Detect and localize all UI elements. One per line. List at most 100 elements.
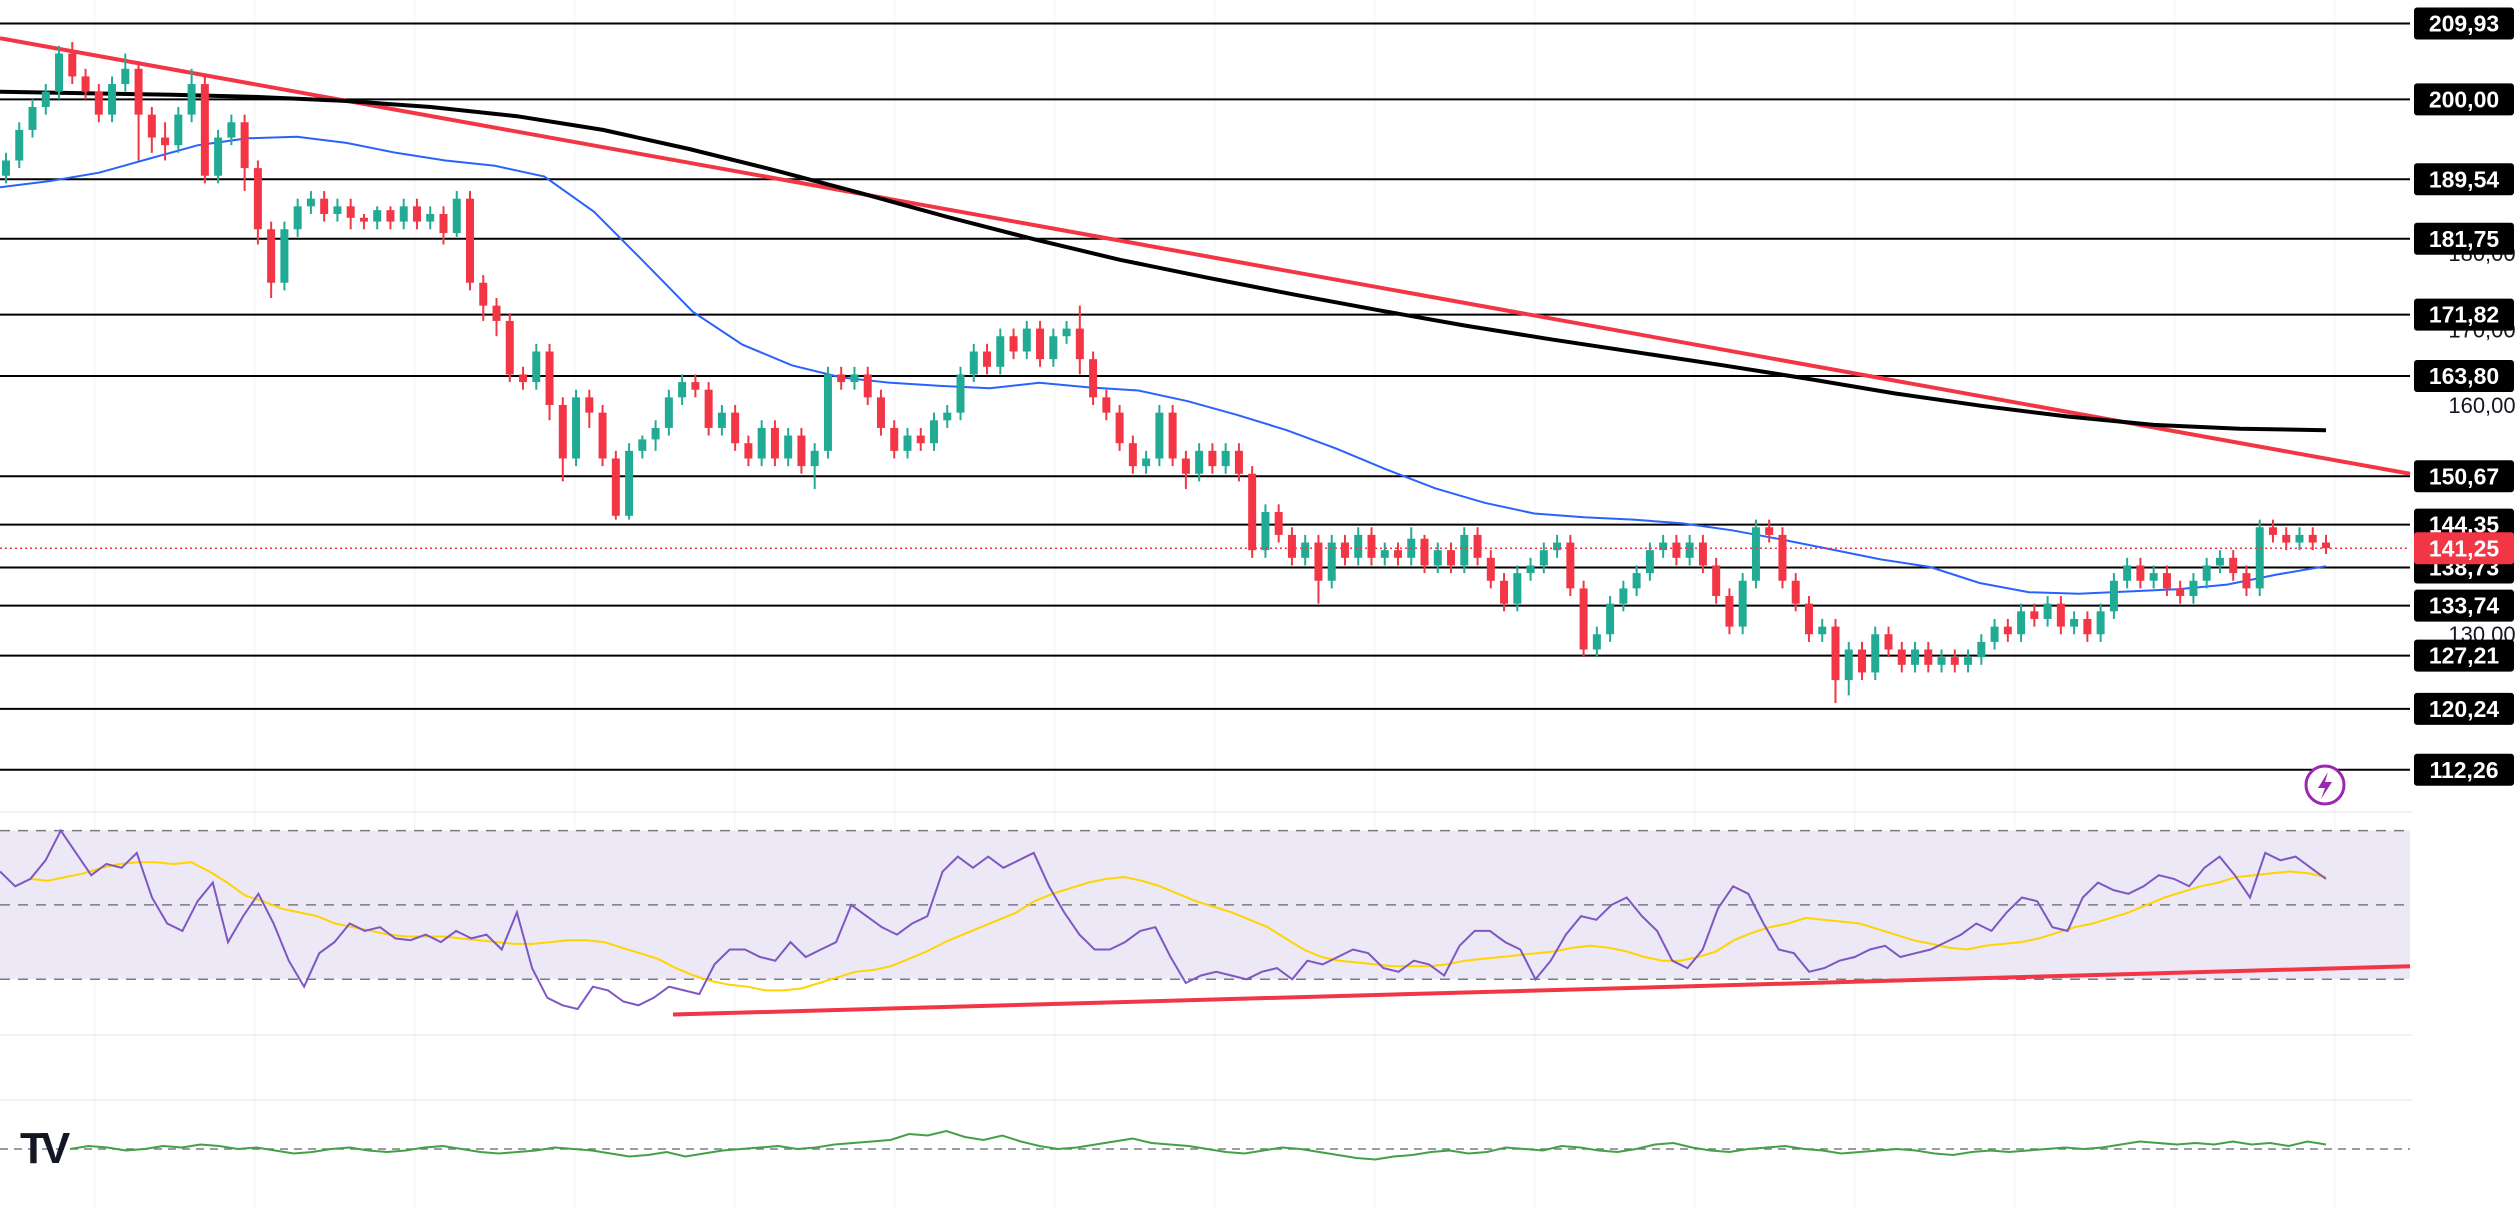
candle[interactable] xyxy=(1606,596,1615,642)
candle[interactable] xyxy=(823,366,832,459)
level-price-tag[interactable]: 133,74 xyxy=(2414,589,2514,622)
candle[interactable] xyxy=(1791,573,1800,612)
candle[interactable] xyxy=(214,129,223,184)
candle[interactable] xyxy=(1142,450,1151,474)
candle[interactable] xyxy=(585,389,594,428)
candle[interactable] xyxy=(651,420,660,451)
level-price-tag[interactable]: 120,24 xyxy=(2414,692,2514,725)
slow-moving-average-line[interactable] xyxy=(0,89,2327,433)
candle[interactable] xyxy=(678,374,687,405)
candle[interactable] xyxy=(1844,641,1853,696)
candle[interactable] xyxy=(187,68,196,123)
candle[interactable] xyxy=(1725,588,1734,635)
candle[interactable] xyxy=(2149,565,2158,589)
candle[interactable] xyxy=(717,405,726,436)
candle[interactable] xyxy=(757,420,766,467)
candle[interactable] xyxy=(2136,557,2145,589)
candle[interactable] xyxy=(2176,580,2185,604)
candle[interactable] xyxy=(386,206,395,230)
candle[interactable] xyxy=(996,328,1005,375)
candle[interactable] xyxy=(1022,320,1031,360)
candle[interactable] xyxy=(346,198,355,230)
candle[interactable] xyxy=(452,191,461,237)
candle[interactable] xyxy=(240,114,249,192)
candle[interactable] xyxy=(28,99,37,138)
candle[interactable] xyxy=(903,427,912,459)
candle[interactable] xyxy=(1208,443,1217,474)
candle[interactable] xyxy=(333,198,342,222)
candle[interactable] xyxy=(1804,596,1813,642)
candle[interactable] xyxy=(532,343,541,390)
rsi-line[interactable] xyxy=(0,828,2327,1011)
candle[interactable] xyxy=(1592,626,1601,658)
candle[interactable] xyxy=(134,61,143,161)
candle[interactable] xyxy=(1301,534,1310,566)
candle[interactable] xyxy=(227,114,236,146)
candle[interactable] xyxy=(1367,527,1376,566)
candle[interactable] xyxy=(412,198,421,230)
candle[interactable] xyxy=(2030,603,2039,627)
level-price-tag[interactable]: 150,67 xyxy=(2414,460,2514,493)
level-price-tag[interactable]: 171,82 xyxy=(2414,298,2514,331)
candle[interactable] xyxy=(68,42,77,85)
candle[interactable] xyxy=(1526,557,1535,581)
candle[interactable] xyxy=(1075,305,1084,375)
level-price-tag[interactable]: 189,54 xyxy=(2414,163,2514,196)
candle[interactable] xyxy=(1619,580,1628,612)
price-pane[interactable] xyxy=(0,0,2411,1207)
candle[interactable] xyxy=(1195,443,1204,482)
candle[interactable] xyxy=(1009,328,1018,360)
candle[interactable] xyxy=(1566,534,1575,597)
candle[interactable] xyxy=(1911,641,1920,673)
candle[interactable] xyxy=(94,84,103,123)
candle[interactable] xyxy=(1500,573,1509,612)
candle[interactable] xyxy=(1460,527,1469,574)
candle[interactable] xyxy=(1102,389,1111,421)
candle[interactable] xyxy=(2268,519,2277,543)
candle[interactable] xyxy=(1433,542,1442,574)
candle[interactable] xyxy=(306,191,315,214)
candle[interactable] xyxy=(505,313,514,383)
candle[interactable] xyxy=(1420,534,1429,574)
candle[interactable] xyxy=(41,84,50,115)
candle[interactable] xyxy=(1884,626,1893,658)
candle[interactable] xyxy=(1327,534,1336,589)
candle[interactable] xyxy=(320,191,329,222)
candle[interactable] xyxy=(956,366,965,421)
candle[interactable] xyxy=(572,389,581,467)
candle[interactable] xyxy=(2017,603,2026,642)
candle[interactable] xyxy=(2295,527,2304,551)
candle[interactable] xyxy=(969,343,978,383)
candle[interactable] xyxy=(1924,641,1933,673)
candle[interactable] xyxy=(2282,527,2291,551)
candle[interactable] xyxy=(1340,534,1349,566)
candle[interactable] xyxy=(1765,519,1774,543)
candle[interactable] xyxy=(2215,550,2224,574)
candle[interactable] xyxy=(1287,527,1296,566)
candle[interactable] xyxy=(280,221,289,291)
candle[interactable] xyxy=(810,443,819,490)
candle[interactable] xyxy=(558,397,567,482)
candle[interactable] xyxy=(1672,534,1681,566)
candle[interactable] xyxy=(15,122,24,169)
candle[interactable] xyxy=(1553,534,1562,558)
candle[interactable] xyxy=(1049,328,1058,367)
candle[interactable] xyxy=(519,366,528,390)
candle[interactable] xyxy=(1858,641,1866,681)
candle[interactable] xyxy=(1977,634,1986,665)
candle[interactable] xyxy=(784,427,793,467)
candle[interactable] xyxy=(1155,405,1164,467)
candle[interactable] xyxy=(2056,596,2065,635)
candle[interactable] xyxy=(1486,550,1495,589)
candle[interactable] xyxy=(2242,565,2251,597)
candle[interactable] xyxy=(1115,405,1124,451)
candle[interactable] xyxy=(1950,649,1959,673)
candle[interactable] xyxy=(1778,527,1787,589)
candle[interactable] xyxy=(2123,557,2132,589)
candle[interactable] xyxy=(373,206,382,230)
candle[interactable] xyxy=(1645,542,1654,581)
candle[interactable] xyxy=(797,427,806,474)
candle[interactable] xyxy=(1354,527,1363,566)
candle[interactable] xyxy=(1831,618,1840,704)
